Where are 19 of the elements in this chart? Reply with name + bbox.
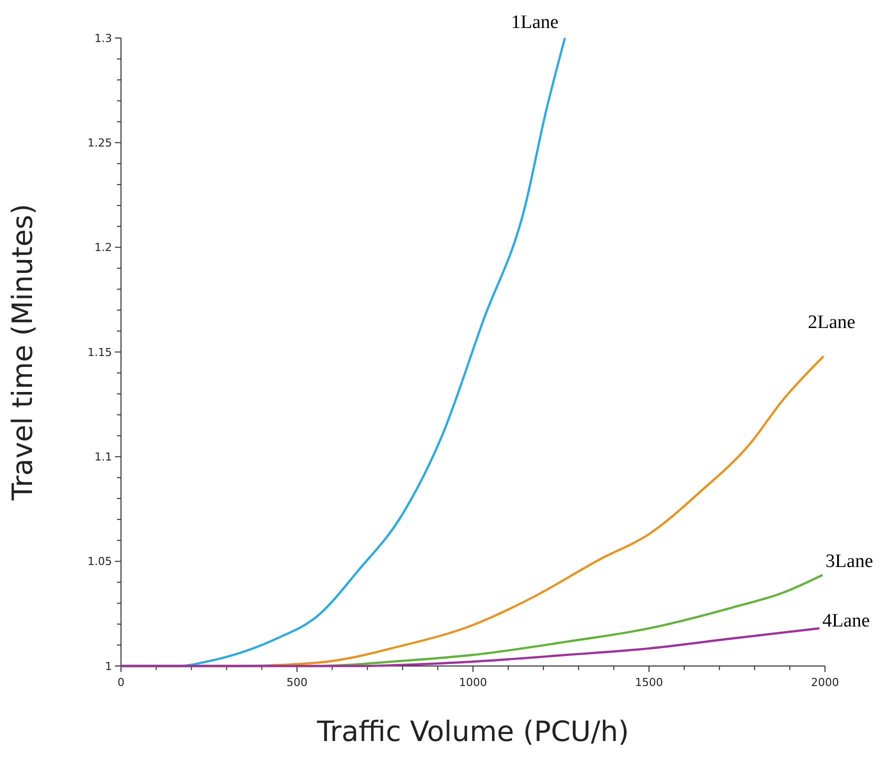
series-label: 3Lane bbox=[826, 550, 874, 572]
x-tick-label: 0 bbox=[118, 676, 124, 689]
series-label: 1Lane bbox=[511, 12, 559, 33]
x-tick-label: 1000 bbox=[459, 676, 487, 689]
x-tick-label: 2000 bbox=[811, 676, 839, 689]
y-tick-label: 1.1 bbox=[94, 450, 112, 464]
y-tick-label: 1.15 bbox=[88, 346, 112, 359]
series-label: 4Lane bbox=[822, 610, 870, 632]
y-axis-title: Travel time (Minutes) bbox=[6, 204, 39, 502]
y-tick-label: 1.2 bbox=[94, 241, 112, 254]
y-tick-label: 1 bbox=[105, 660, 112, 673]
y-tick-label: 1.3 bbox=[94, 32, 112, 45]
x-axis-title: Traffic Volume (PCU/h) bbox=[316, 715, 630, 748]
x-tick-label: 1500 bbox=[635, 676, 663, 689]
y-tick-label: 1.25 bbox=[88, 136, 112, 150]
line-series bbox=[120, 627, 820, 668]
series-label: 2Lane bbox=[808, 312, 856, 334]
y-tick-label: 1.05 bbox=[88, 555, 112, 568]
x-tick-label: 500 bbox=[286, 676, 308, 689]
